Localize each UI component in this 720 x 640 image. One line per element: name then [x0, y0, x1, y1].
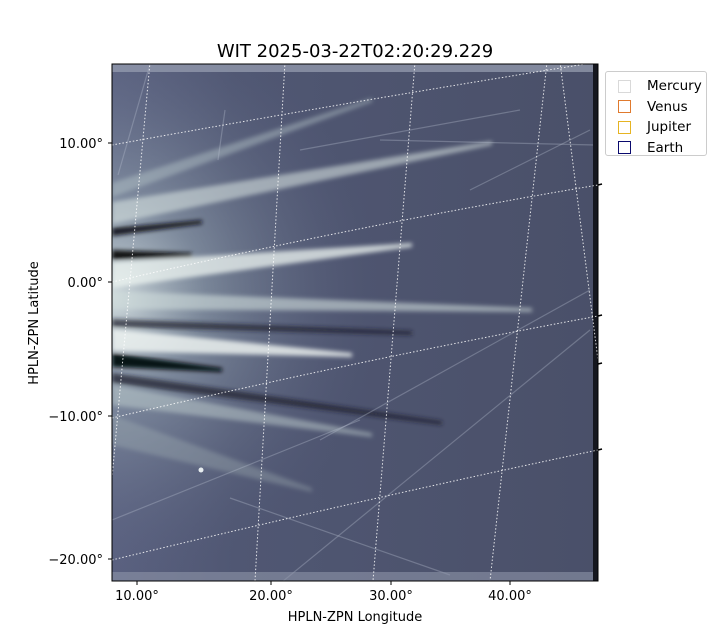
legend-label: Jupiter	[647, 119, 692, 136]
legend-item-venus: Venus	[606, 97, 706, 118]
sky-streak	[217, 109, 226, 161]
x-tick-label: 20.00°	[249, 589, 293, 604]
legend-item-earth: Earth	[606, 138, 706, 159]
streamer-band	[112, 291, 532, 312]
streamer-band	[112, 415, 312, 492]
coronagraph-image	[112, 64, 598, 581]
edge-tick	[597, 448, 603, 451]
legend-label: Venus	[647, 98, 688, 115]
chart-title: WIT 2025-03-22T02:20:29.229	[217, 41, 493, 62]
edge-tick	[597, 183, 603, 186]
axes-frame	[111, 63, 599, 582]
coordinate-grid	[112, 64, 598, 581]
edge-tick	[597, 314, 603, 317]
sky-streak	[117, 64, 151, 176]
sky-streak	[319, 289, 591, 441]
x-tick-label: 40.00°	[488, 589, 532, 604]
streamer-band	[112, 373, 442, 425]
y-tick-label: 0.00°	[68, 276, 103, 291]
y-tick-label: −20.00°	[48, 553, 103, 568]
streamer-band	[112, 243, 412, 288]
grid-line	[559, 64, 598, 361]
grid-line	[112, 449, 598, 561]
legend-swatch	[618, 120, 631, 134]
edge-tick	[597, 362, 603, 365]
y-tick-labels: 10.00° 0.00° −10.00° −20.00°	[48, 137, 103, 568]
grid-line	[112, 64, 589, 146]
sky-streak	[112, 419, 361, 521]
grid-line	[489, 64, 548, 581]
sky-streak	[282, 329, 591, 581]
legend-swatch	[618, 141, 631, 155]
sky-streak	[469, 129, 591, 191]
y-tick-label: 10.00°	[59, 137, 103, 152]
legend-swatch	[618, 100, 631, 114]
legend-label: Earth	[647, 139, 684, 156]
streamer-band	[112, 329, 352, 357]
grid-line	[372, 64, 416, 581]
legend: Mercury Venus Jupiter Earth	[605, 71, 707, 156]
x-tick-labels: 10.00° 20.00° 30.00° 40.00°	[115, 589, 532, 604]
y-tick-label: −10.00°	[48, 410, 103, 425]
legend-swatch	[618, 79, 631, 93]
legend-item-mercury: Mercury	[606, 76, 706, 97]
legend-item-jupiter: Jupiter	[606, 117, 706, 138]
streamer-band	[112, 385, 372, 437]
sky-streak	[229, 497, 451, 576]
x-tick-label: 10.00°	[115, 589, 159, 604]
grid-line	[254, 64, 286, 581]
streamer-band	[112, 220, 202, 236]
tick-marks	[108, 142, 511, 585]
streamer-band	[112, 141, 492, 224]
streamer-band	[112, 319, 412, 335]
edge-ticks	[597, 183, 603, 451]
legend-label: Mercury	[647, 78, 702, 95]
y-axis-label: HPLN-ZPN Latitude	[27, 261, 42, 384]
sky-streak	[379, 139, 596, 146]
x-tick-label: 30.00°	[369, 589, 413, 604]
streamer-band	[112, 98, 372, 197]
streamer-band	[112, 353, 222, 372]
sky-streak	[299, 109, 521, 151]
x-axis-label: HPLN-ZPN Longitude	[288, 610, 423, 625]
